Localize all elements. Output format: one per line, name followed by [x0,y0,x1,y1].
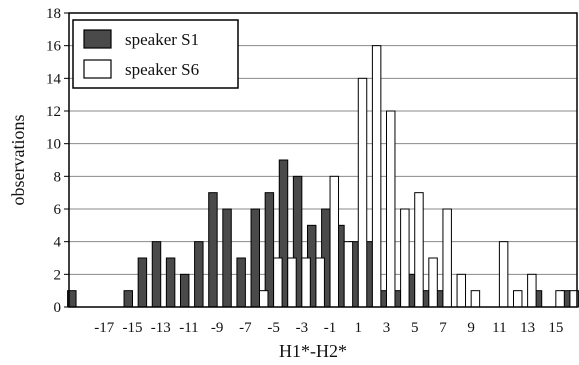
x-tick-label: -9 [211,320,224,336]
bar-speaker-s1 [151,241,162,308]
bar-speaker-s1 [222,208,232,308]
x-tick-label: 1 [355,320,363,336]
bar-speaker-s6 [456,273,467,308]
y-tick-label: 16 [46,39,62,55]
x-tick-label: 3 [383,320,391,336]
x-tick-label: -1 [324,320,337,336]
bar-speaker-s6 [315,257,325,308]
y-tick-labels: 0 2 4 6 8 10 12 14 16 18 [46,6,69,316]
legend-label-speaker-s6: speaker S6 [125,60,199,79]
y-tick-label: 12 [46,104,61,120]
y-tick-label: 18 [46,6,61,22]
bar-speaker-s6 [414,192,424,308]
bar-speaker-s1 [123,290,133,308]
bar-speaker-s6 [555,290,565,308]
x-tick-labels: -17 -15 -13 -11 -9 -7 -5 -3 -1 1 3 5 7 9 11 13 15 [94,320,563,336]
bar-speaker-s6 [428,257,438,308]
x-tick-label: 13 [520,320,535,336]
bar-speaker-s1 [236,257,246,308]
y-tick-label: 10 [46,137,61,153]
x-tick-label: -17 [94,320,114,336]
x-tick-label: -15 [123,320,143,336]
bar-speaker-s1 [208,192,218,308]
bar-speaker-s6 [527,273,537,308]
legend: speaker S1 speaker S6 [72,19,239,89]
bar-speaker-s6 [442,208,452,308]
y-tick-label: 2 [54,267,62,283]
x-tick-label: 7 [439,320,447,336]
bar-speaker-s6 [498,241,509,308]
legend-swatch-speaker-s6 [83,59,112,79]
y-tick-label: 4 [54,235,62,251]
bar-speaker-s1 [179,273,190,308]
bar-speaker-s6 [357,77,368,308]
x-axis-label: H1*-H2* [279,341,347,361]
bar-speaker-s6 [329,175,340,308]
bar-speaker-s6 [386,110,396,308]
bar-speaker-s1 [165,257,176,308]
bar-speaker-s6 [259,290,269,308]
bar-speaker-s6 [400,208,410,308]
bar-speaker-s1 [194,241,204,308]
bar-speaker-s6 [273,257,283,308]
legend-swatch-speaker-s1 [83,29,112,49]
bar-speaker-s6 [287,257,297,308]
y-tick-label: 14 [46,71,62,87]
legend-label-speaker-s1: speaker S1 [125,30,199,49]
y-tick-label: 8 [54,169,62,185]
bar-speaker-s1 [250,208,261,308]
x-tick-label: 5 [411,320,419,336]
bar-speaker-s6 [301,257,311,308]
bar-speaker-s6 [343,241,354,308]
bar-speaker-s6 [371,45,382,308]
y-axis-label: observations [8,115,28,206]
x-tick-label: -11 [179,320,198,336]
x-tick-label: -3 [296,320,309,336]
x-tick-label: -5 [267,320,280,336]
bar-speaker-s6 [470,290,481,308]
x-tick-label: -7 [239,320,252,336]
y-tick-label: 0 [54,300,62,316]
x-tick-label: 9 [467,320,475,336]
bar-speaker-s6 [513,290,523,308]
x-tick-label: 15 [548,320,563,336]
y-tick-label: 6 [54,202,62,218]
x-tick-label: -13 [151,320,171,336]
bar-speaker-s1 [264,192,275,308]
x-tick-label: 11 [492,320,506,336]
plot-frame [68,12,578,308]
bar-speaker-s1 [137,257,148,308]
